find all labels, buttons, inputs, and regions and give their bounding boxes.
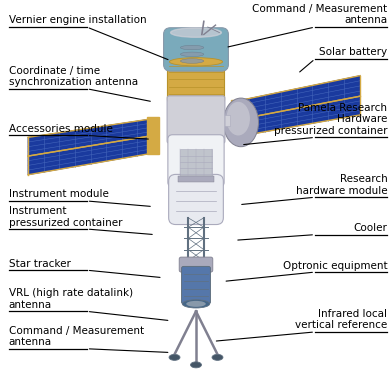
Text: Infrared local
vertical reference: Infrared local vertical reference — [295, 309, 387, 330]
FancyBboxPatch shape — [167, 96, 225, 143]
Ellipse shape — [212, 354, 223, 360]
Polygon shape — [28, 119, 153, 156]
FancyBboxPatch shape — [167, 61, 225, 102]
Text: VRL (high rate datalink)
antenna: VRL (high rate datalink) antenna — [9, 288, 132, 310]
Bar — [147, 117, 159, 154]
Bar — [223, 115, 230, 126]
Ellipse shape — [186, 301, 206, 307]
Ellipse shape — [227, 102, 250, 136]
Ellipse shape — [169, 354, 180, 360]
Bar — [231, 100, 243, 139]
Text: Cooler: Cooler — [354, 223, 387, 233]
Text: Coordinate / time
synchronization antenna: Coordinate / time synchronization antenn… — [9, 65, 138, 87]
Ellipse shape — [191, 362, 201, 368]
Ellipse shape — [180, 45, 204, 50]
FancyBboxPatch shape — [163, 28, 229, 71]
FancyBboxPatch shape — [169, 174, 223, 224]
Text: Solar battery: Solar battery — [319, 47, 387, 57]
Text: Pamela Research
Hardware
pressurized container: Pamela Research Hardware pressurized con… — [274, 103, 387, 136]
Text: Accessories module: Accessories module — [9, 124, 113, 134]
Text: Vernier engine installation: Vernier engine installation — [9, 15, 146, 25]
FancyBboxPatch shape — [181, 266, 211, 304]
Ellipse shape — [182, 300, 210, 308]
Text: Instrument module: Instrument module — [9, 189, 108, 199]
Polygon shape — [233, 75, 360, 121]
Ellipse shape — [180, 52, 204, 57]
FancyBboxPatch shape — [179, 257, 213, 272]
Polygon shape — [28, 136, 153, 175]
Polygon shape — [233, 96, 360, 137]
Text: Star tracker: Star tracker — [9, 259, 71, 269]
Text: Instrument
pressurized container: Instrument pressurized container — [9, 206, 122, 228]
Text: Command / Measurement
antenna: Command / Measurement antenna — [9, 326, 143, 347]
FancyBboxPatch shape — [168, 135, 224, 187]
Text: Optronic equipment: Optronic equipment — [283, 261, 387, 271]
Text: Command / Measurement
antenna: Command / Measurement antenna — [252, 4, 387, 25]
Bar — [178, 176, 214, 182]
Ellipse shape — [180, 59, 204, 63]
Text: Research
hardware module: Research hardware module — [296, 174, 387, 196]
Bar — [180, 149, 212, 176]
Ellipse shape — [169, 58, 223, 66]
Ellipse shape — [171, 28, 221, 37]
Ellipse shape — [223, 98, 258, 147]
